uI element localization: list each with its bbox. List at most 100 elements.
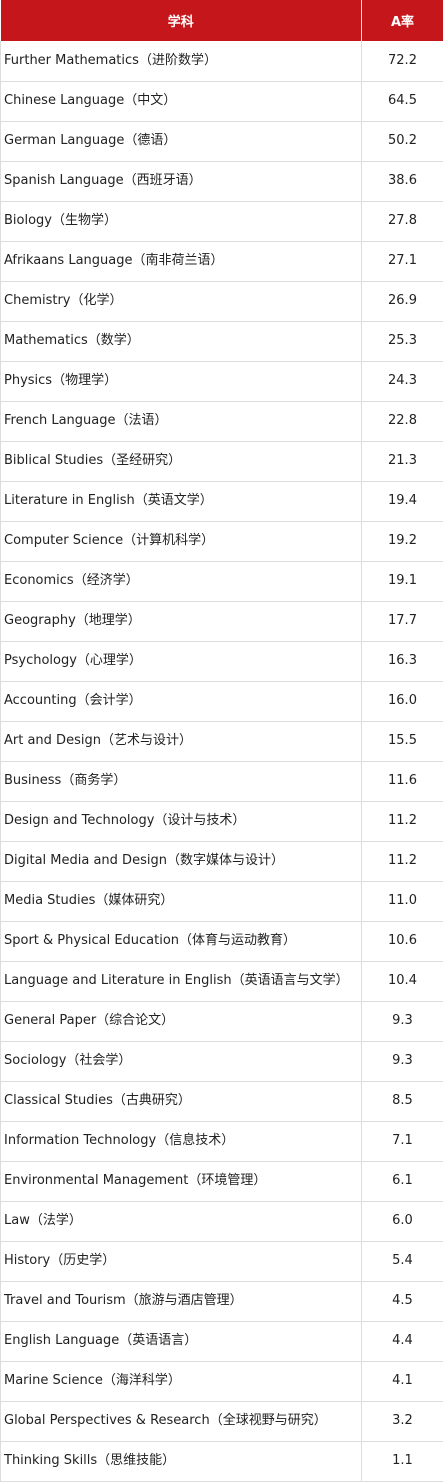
table-row: Sociology（社会学）9.3 bbox=[1, 1041, 443, 1081]
table-row: Computer Science（计算机科学）19.2 bbox=[1, 521, 443, 561]
a-rate-cell: 15.5 bbox=[362, 721, 443, 761]
table-row: Sport & Physical Education（体育与运动教育）10.6 bbox=[1, 921, 443, 961]
table-row: Information Technology（信息技术）7.1 bbox=[1, 1121, 443, 1161]
subject-cell: History（历史学） bbox=[1, 1241, 362, 1281]
subject-cell: Media Studies（媒体研究） bbox=[1, 881, 362, 921]
a-rate-cell: 19.4 bbox=[362, 481, 443, 521]
subject-cell: General Paper（综合论文） bbox=[1, 1001, 362, 1041]
table-row: History（历史学）5.4 bbox=[1, 1241, 443, 1281]
a-rate-cell: 10.4 bbox=[362, 961, 443, 1001]
table-row: Digital Media and Design（数字媒体与设计）11.2 bbox=[1, 841, 443, 881]
a-rate-cell: 1.1 bbox=[362, 1441, 443, 1481]
subject-cell: Spanish Language（西班牙语） bbox=[1, 161, 362, 201]
a-rate-cell: 17.7 bbox=[362, 601, 443, 641]
subject-cell: German Language（德语） bbox=[1, 121, 362, 161]
table-row: Thinking Skills（思维技能）1.1 bbox=[1, 1441, 443, 1481]
table-row: Biblical Studies（圣经研究）21.3 bbox=[1, 441, 443, 481]
a-rate-cell: 11.0 bbox=[362, 881, 443, 921]
subject-cell: Business（商务学） bbox=[1, 761, 362, 801]
a-rate-cell: 27.8 bbox=[362, 201, 443, 241]
table-row: Law（法学）6.0 bbox=[1, 1201, 443, 1241]
subject-cell: Chinese Language（中文） bbox=[1, 81, 362, 121]
a-rate-cell: 24.3 bbox=[362, 361, 443, 401]
table-row: French Language（法语）22.8 bbox=[1, 401, 443, 441]
a-rate-cell: 22.8 bbox=[362, 401, 443, 441]
header-a-rate: A率 bbox=[362, 0, 443, 41]
a-rate-cell: 11.2 bbox=[362, 841, 443, 881]
a-rate-cell: 50.2 bbox=[362, 121, 443, 161]
a-rate-cell: 9.3 bbox=[362, 1001, 443, 1041]
a-rate-cell: 72.2 bbox=[362, 41, 443, 81]
subject-cell: Art and Design（艺术与设计） bbox=[1, 721, 362, 761]
header-subject: 学科 bbox=[1, 0, 362, 41]
subject-cell: Psychology（心理学） bbox=[1, 641, 362, 681]
subject-cell: Biology（生物学） bbox=[1, 201, 362, 241]
table-row: Literature in English（英语文学）19.4 bbox=[1, 481, 443, 521]
table-row: Mathematics（数学）25.3 bbox=[1, 321, 443, 361]
a-rate-cell: 4.4 bbox=[362, 1321, 443, 1361]
subject-cell: Classical Studies（古典研究） bbox=[1, 1081, 362, 1121]
a-rate-cell: 27.1 bbox=[362, 241, 443, 281]
subject-cell: Digital Media and Design（数字媒体与设计） bbox=[1, 841, 362, 881]
table-row: Further Mathematics（进阶数学）72.2 bbox=[1, 41, 443, 81]
table-row: Biology（生物学）27.8 bbox=[1, 201, 443, 241]
subject-cell: Travel and Tourism（旅游与酒店管理） bbox=[1, 1281, 362, 1321]
subject-cell: French Language（法语） bbox=[1, 401, 362, 441]
subject-cell: Marine Science（海洋科学） bbox=[1, 1361, 362, 1401]
a-rate-cell: 16.3 bbox=[362, 641, 443, 681]
table-row: Accounting（会计学）16.0 bbox=[1, 681, 443, 721]
a-rate-cell: 21.3 bbox=[362, 441, 443, 481]
subject-cell: Further Mathematics（进阶数学） bbox=[1, 41, 362, 81]
table-row: Economics（经济学）19.1 bbox=[1, 561, 443, 601]
a-rate-cell: 26.9 bbox=[362, 281, 443, 321]
subject-cell: Sport & Physical Education（体育与运动教育） bbox=[1, 921, 362, 961]
subject-cell: Mathematics（数学） bbox=[1, 321, 362, 361]
subject-cell: Accounting（会计学） bbox=[1, 681, 362, 721]
table-row: Language and Literature in English（英语语言与… bbox=[1, 961, 443, 1001]
table-row: Design and Technology（设计与技术）11.2 bbox=[1, 801, 443, 841]
table-row: Travel and Tourism（旅游与酒店管理）4.5 bbox=[1, 1281, 443, 1321]
a-rate-cell: 4.5 bbox=[362, 1281, 443, 1321]
subject-cell: Information Technology（信息技术） bbox=[1, 1121, 362, 1161]
table-row: Media Studies（媒体研究）11.0 bbox=[1, 881, 443, 921]
a-rate-cell: 11.6 bbox=[362, 761, 443, 801]
subject-cell: Sociology（社会学） bbox=[1, 1041, 362, 1081]
a-rate-cell: 64.5 bbox=[362, 81, 443, 121]
subject-cell: Afrikaans Language（南非荷兰语） bbox=[1, 241, 362, 281]
a-rate-cell: 8.5 bbox=[362, 1081, 443, 1121]
subject-cell: Language and Literature in English（英语语言与… bbox=[1, 961, 362, 1001]
table-row: German Language（德语）50.2 bbox=[1, 121, 443, 161]
subject-cell: Economics（经济学） bbox=[1, 561, 362, 601]
table-row: Environmental Management（环境管理）6.1 bbox=[1, 1161, 443, 1201]
table-row: Spanish Language（西班牙语）38.6 bbox=[1, 161, 443, 201]
subject-cell: Literature in English（英语文学） bbox=[1, 481, 362, 521]
table-row: Chemistry（化学）26.9 bbox=[1, 281, 443, 321]
a-rate-cell: 5.4 bbox=[362, 1241, 443, 1281]
a-rate-cell: 10.6 bbox=[362, 921, 443, 961]
subject-cell: Biblical Studies（圣经研究） bbox=[1, 441, 362, 481]
a-rate-cell: 6.0 bbox=[362, 1201, 443, 1241]
table-row: Physics（物理学）24.3 bbox=[1, 361, 443, 401]
table-row: Classical Studies（古典研究）8.5 bbox=[1, 1081, 443, 1121]
subject-cell: Physics（物理学） bbox=[1, 361, 362, 401]
subject-cell: Computer Science（计算机科学） bbox=[1, 521, 362, 561]
table-row: Afrikaans Language（南非荷兰语）27.1 bbox=[1, 241, 443, 281]
subject-cell: Chemistry（化学） bbox=[1, 281, 362, 321]
a-rate-cell: 4.1 bbox=[362, 1361, 443, 1401]
subject-cell: Geography（地理学） bbox=[1, 601, 362, 641]
table-row: General Paper（综合论文）9.3 bbox=[1, 1001, 443, 1041]
table-row: Global Perspectives & Research（全球视野与研究）3… bbox=[1, 1401, 443, 1441]
subject-cell: Environmental Management（环境管理） bbox=[1, 1161, 362, 1201]
a-rate-cell: 38.6 bbox=[362, 161, 443, 201]
a-rate-cell: 16.0 bbox=[362, 681, 443, 721]
subject-cell: English Language（英语语言） bbox=[1, 1321, 362, 1361]
a-rate-cell: 9.3 bbox=[362, 1041, 443, 1081]
table-row: Geography（地理学）17.7 bbox=[1, 601, 443, 641]
a-rate-cell: 25.3 bbox=[362, 321, 443, 361]
a-rate-cell: 6.1 bbox=[362, 1161, 443, 1201]
a-rate-cell: 11.2 bbox=[362, 801, 443, 841]
table-row: Marine Science（海洋科学）4.1 bbox=[1, 1361, 443, 1401]
a-rate-cell: 3.2 bbox=[362, 1401, 443, 1441]
subject-cell: Law（法学） bbox=[1, 1201, 362, 1241]
